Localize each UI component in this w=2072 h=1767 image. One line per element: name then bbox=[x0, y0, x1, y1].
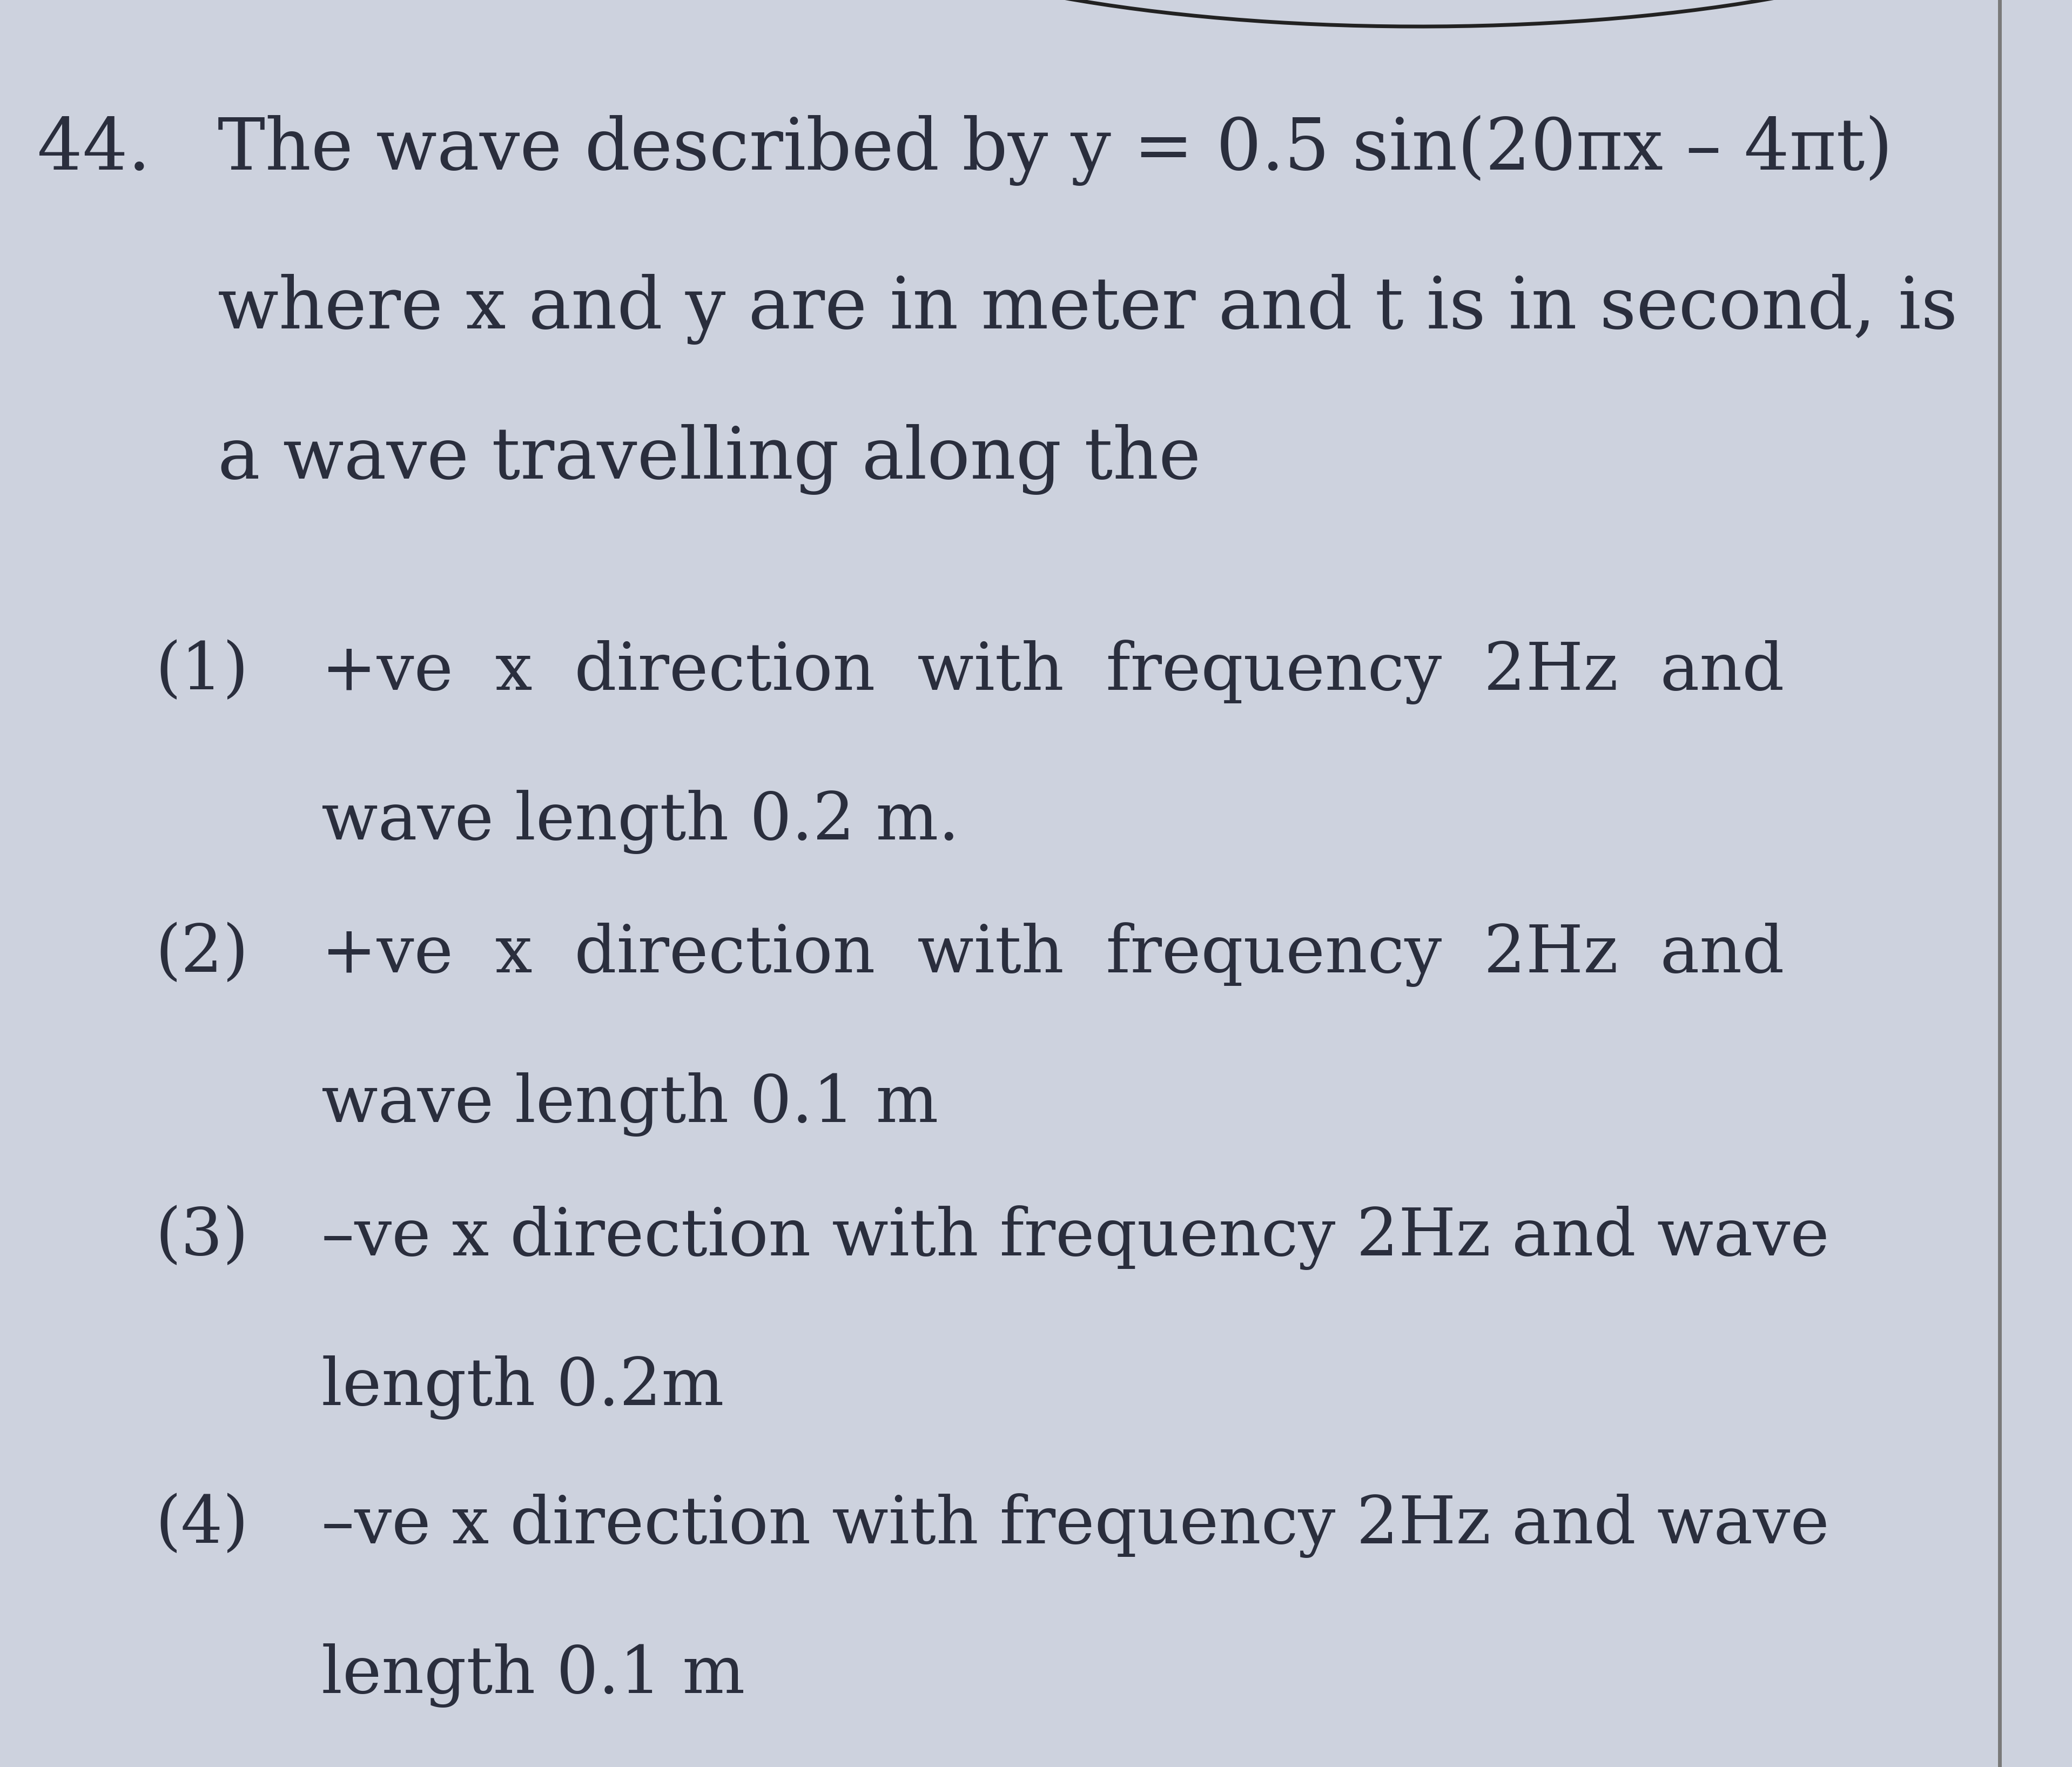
Text: –ve x direction with frequency 2Hz and wave: –ve x direction with frequency 2Hz and w… bbox=[321, 1493, 1830, 1558]
Text: 44.: 44. bbox=[37, 115, 151, 184]
Text: length 0.1 m: length 0.1 m bbox=[321, 1643, 744, 1707]
Text: (4): (4) bbox=[155, 1493, 249, 1557]
Text: (2): (2) bbox=[155, 922, 249, 986]
Text: (1): (1) bbox=[155, 640, 249, 703]
Text: wave length 0.2 m.: wave length 0.2 m. bbox=[321, 790, 959, 853]
Text: +ve  x  direction  with  frequency  2Hz  and: +ve x direction with frequency 2Hz and bbox=[321, 640, 1784, 705]
Text: (3): (3) bbox=[155, 1205, 249, 1269]
Text: a wave travelling along the: a wave travelling along the bbox=[218, 424, 1202, 495]
Text: +ve  x  direction  with  frequency  2Hz  and: +ve x direction with frequency 2Hz and bbox=[321, 922, 1784, 988]
Text: length 0.2m: length 0.2m bbox=[321, 1355, 723, 1419]
Text: The wave described by y = 0.5 sin(20πx – 4πt): The wave described by y = 0.5 sin(20πx –… bbox=[218, 115, 1892, 186]
Text: wave length 0.1 m: wave length 0.1 m bbox=[321, 1073, 939, 1136]
Text: where x and y are in meter and t is in second, is: where x and y are in meter and t is in s… bbox=[218, 274, 1958, 345]
Text: –ve x direction with frequency 2Hz and wave: –ve x direction with frequency 2Hz and w… bbox=[321, 1205, 1830, 1270]
